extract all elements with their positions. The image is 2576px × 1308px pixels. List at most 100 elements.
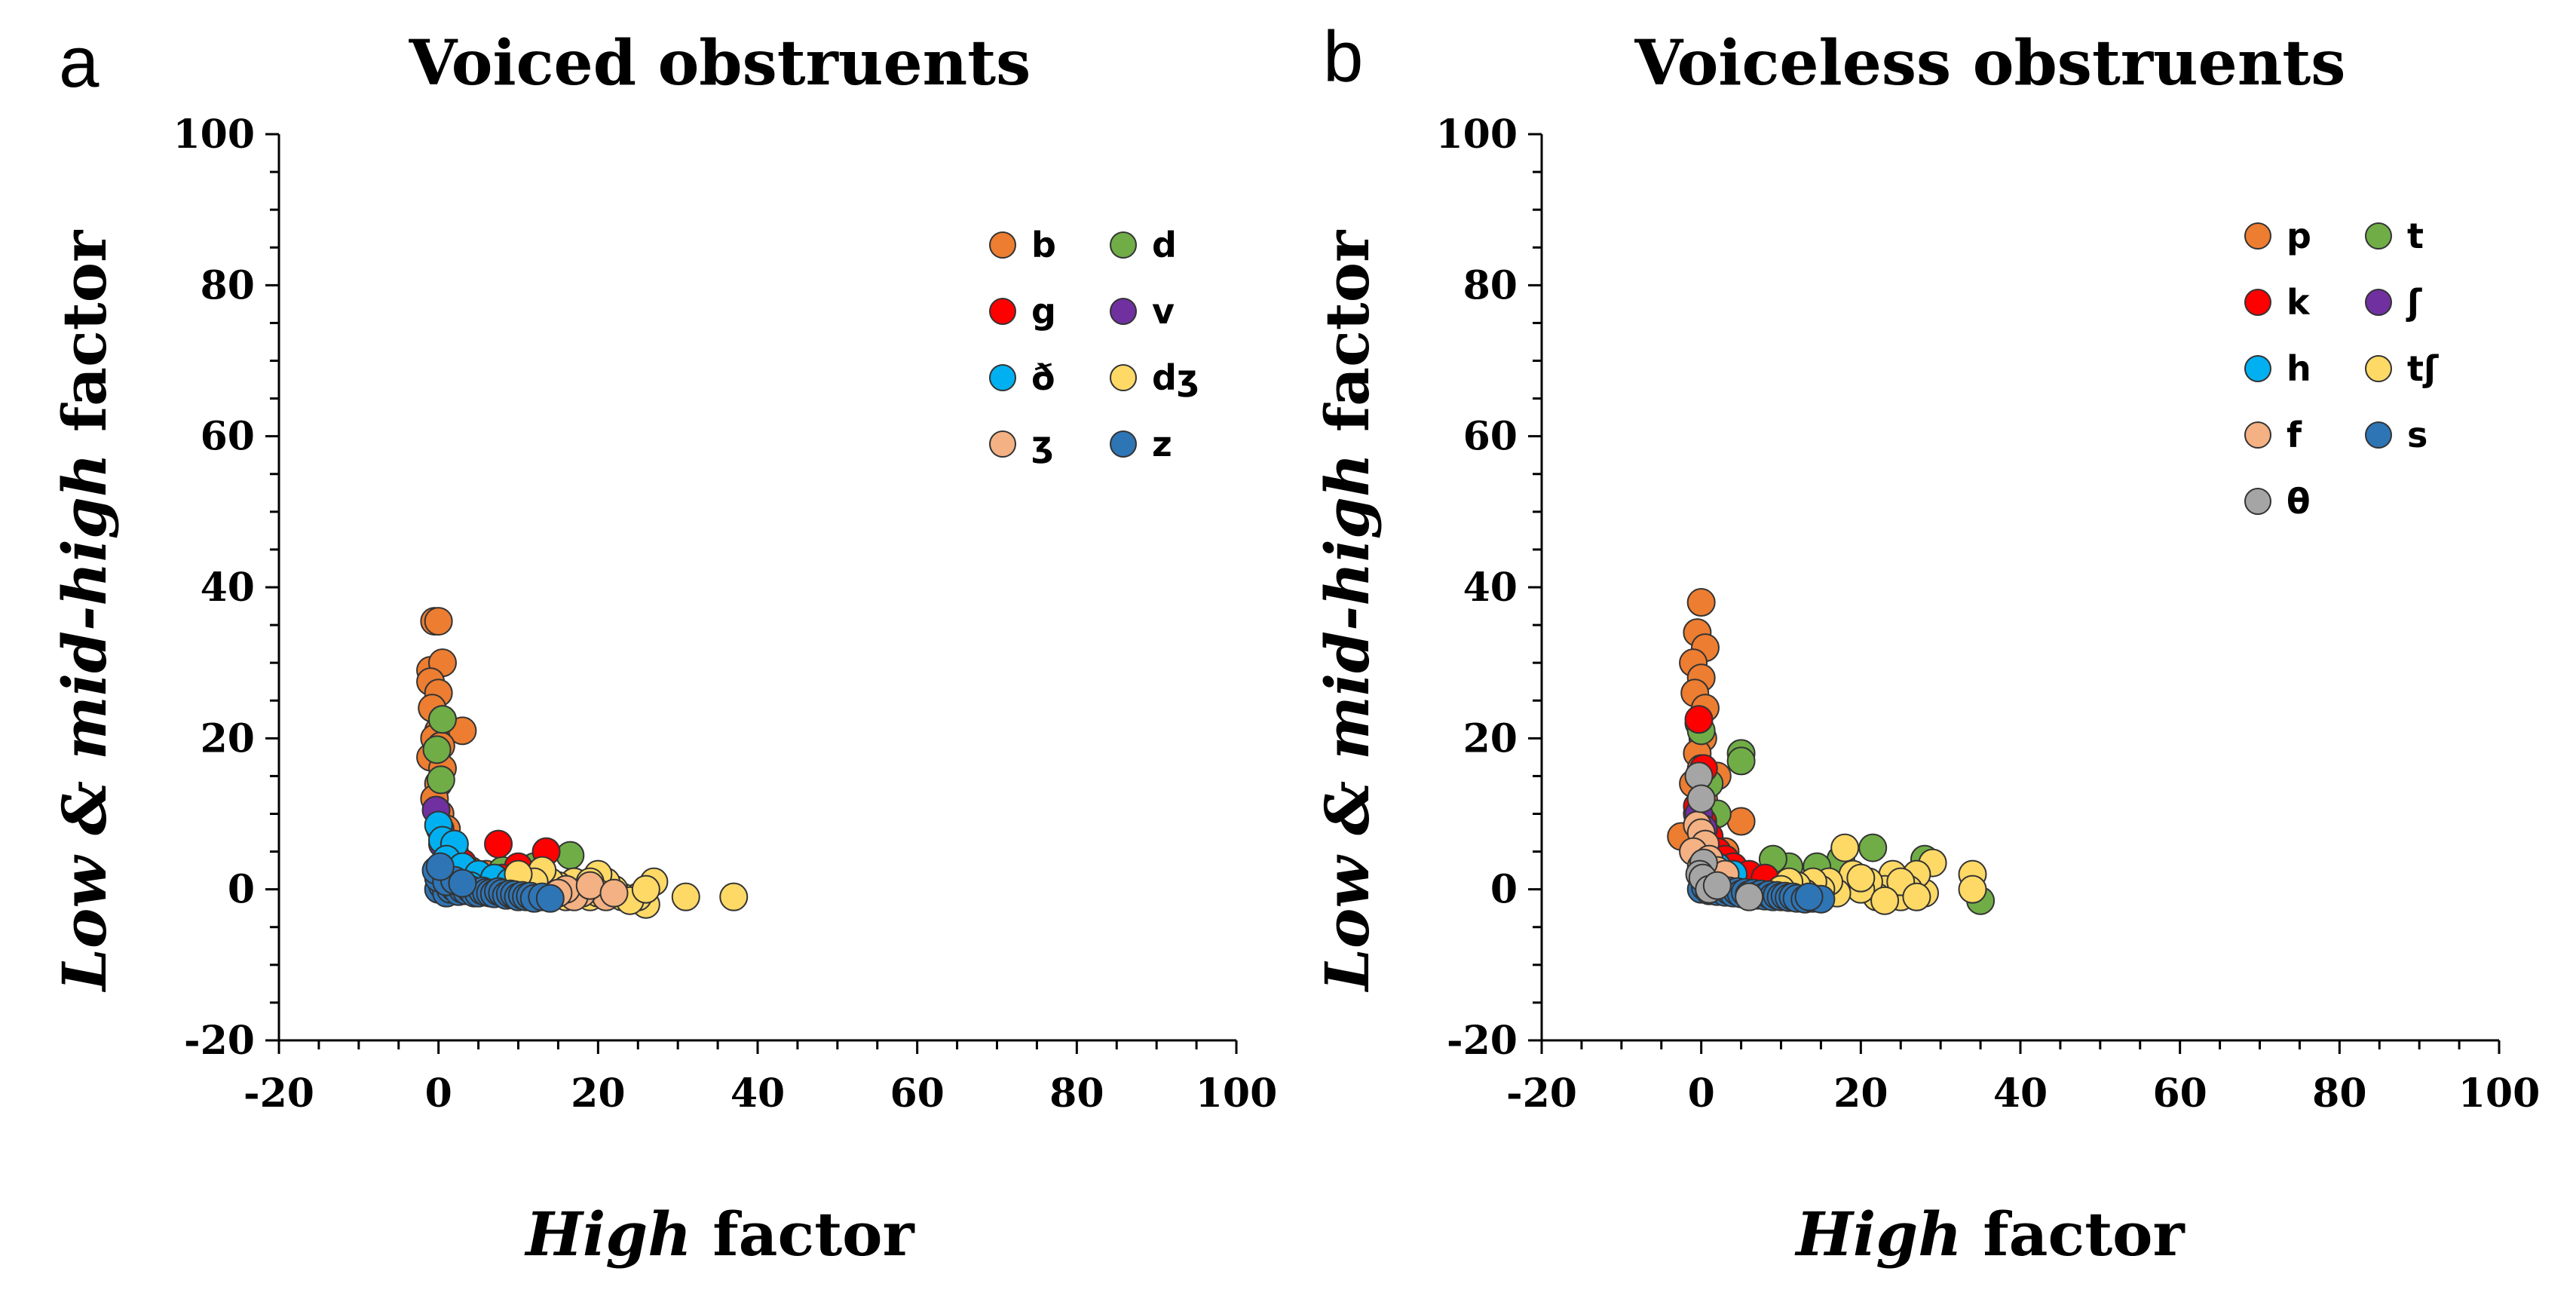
point-θ [1702, 871, 1732, 900]
x-tick-label: 80 [1049, 1071, 1104, 1117]
y-axis-title-rest: factor [1312, 230, 1383, 453]
x-tick-label: 20 [1833, 1071, 1888, 1117]
y-tick-label: 40 [1463, 565, 1518, 611]
legend-label: p [2287, 216, 2311, 256]
point-dʒ [631, 875, 660, 904]
y-tick-label: 80 [201, 262, 255, 308]
x-tick-label: 40 [731, 1071, 785, 1117]
point-θ [1735, 882, 1764, 911]
y-tick-label: 100 [173, 112, 255, 158]
point-s [1794, 882, 1824, 911]
legend-swatch-θ [2244, 488, 2271, 515]
x-axis-title-rest: factor [691, 1199, 914, 1270]
point-d [556, 841, 585, 870]
x-axis-title: High factor [1794, 1199, 2185, 1270]
legend-swatch-f [2244, 421, 2271, 449]
legend-label: d [1152, 225, 1177, 265]
point-z [425, 852, 455, 881]
point-b [424, 607, 453, 636]
y-tick-label: -20 [184, 1018, 255, 1064]
x-tick-label: -20 [244, 1071, 314, 1117]
y-tick-label: -20 [1447, 1018, 1518, 1064]
point-dʒ [671, 882, 700, 911]
x-axis-title-rest: factor [1962, 1199, 2185, 1270]
y-tick-label: 0 [1490, 867, 1518, 913]
point-tʃ [1870, 886, 1900, 915]
chart-title: Voiceless obstruents [1634, 27, 2346, 100]
panel-letter: b [1323, 17, 1363, 97]
point-tʃ [1846, 863, 1876, 893]
legend-swatch-p [2244, 222, 2271, 250]
x-tick-label: 80 [2312, 1071, 2366, 1117]
legend-label: dʒ [1152, 357, 1199, 398]
point-d [427, 705, 457, 734]
legend-label: tʃ [2407, 348, 2439, 389]
legend-swatch-h [2244, 355, 2271, 382]
point-tʃ [1902, 882, 1931, 911]
legend-swatch-tʃ [2365, 355, 2392, 382]
y-tick-label: 60 [1463, 414, 1518, 460]
y-tick-label: 20 [201, 715, 255, 761]
y-axis-title-italic: Low & mid-high [49, 453, 120, 992]
legend-swatch-d [1110, 231, 1137, 259]
point-t [1726, 746, 1756, 776]
point-tʃ [1958, 875, 1987, 904]
x-tick-label: -20 [1506, 1071, 1577, 1117]
x-tick-label: 20 [571, 1071, 625, 1117]
point-p [1686, 588, 1716, 617]
legend-swatch-s [2365, 421, 2392, 449]
x-tick-label: 0 [425, 1071, 452, 1117]
legend-label: h [2287, 348, 2311, 389]
chart-title: Voiced obstruents [409, 27, 1031, 100]
legend-swatch-ʃ [2365, 289, 2392, 316]
y-tick-label: 60 [201, 414, 255, 460]
point-θ [1686, 784, 1716, 813]
y-axis-title-italic: Low & mid-high [1312, 453, 1383, 992]
legend-label: z [1152, 424, 1172, 464]
legend-label: f [2287, 415, 2302, 455]
point-g [484, 829, 513, 859]
y-tick-label: 100 [1435, 112, 1518, 158]
point-z [535, 884, 565, 913]
x-tick-label: 100 [2458, 1071, 2541, 1117]
x-axis-title-italic: High [524, 1199, 691, 1270]
legend-label: t [2407, 216, 2424, 256]
axes: -20 0 20 40 60 80 100 -20 0 20 40 60 80 100 [1435, 112, 2540, 1117]
y-tick-label: 20 [1463, 715, 1518, 761]
y-axis-title-rest: factor [49, 230, 120, 453]
point-t [1858, 833, 1888, 862]
legend-label: ʒ [1031, 424, 1053, 464]
point-d [422, 735, 452, 764]
axes: -20 0 20 40 60 80 100 -20 0 20 40 60 80 100 [173, 112, 1277, 1117]
x-tick-label: 60 [2152, 1071, 2207, 1117]
point-ʒ [599, 878, 629, 908]
data-points [1667, 588, 1996, 915]
x-axis-title-italic: High [1794, 1199, 1962, 1270]
panel-letter: a [59, 22, 100, 103]
point-z [448, 868, 477, 898]
point-k [1684, 705, 1714, 734]
y-tick-label: 40 [201, 565, 255, 611]
x-tick-label: 100 [1196, 1071, 1278, 1117]
legend-swatch-v [1110, 298, 1137, 325]
legend-swatch-z [1110, 430, 1137, 458]
panel-voiceless-obstruents: b Voiceless obstruents -20 0 20 40 60 80 100 -2… [1312, 17, 2540, 1270]
legend-label: s [2407, 415, 2427, 455]
data-points [416, 607, 749, 919]
legend-label: θ [2287, 481, 2311, 522]
point-p [1726, 807, 1756, 836]
legend-label: b [1031, 225, 1056, 265]
legend-swatch-g [989, 298, 1016, 325]
x-tick-label: 60 [890, 1071, 944, 1117]
legend: b d g v ð dʒ ʒ z [989, 225, 1199, 464]
legend-label: v [1152, 291, 1175, 332]
legend-swatch-b [989, 231, 1016, 259]
legend: p t k ʃ h tʃ f s θ [2244, 216, 2439, 522]
legend-swatch-dʒ [1110, 364, 1137, 391]
y-axis-title: Low & mid-high factor [1312, 230, 1383, 992]
legend-label: ð [1031, 357, 1055, 398]
y-tick-label: 80 [1463, 262, 1518, 308]
panel-voiced-obstruents: a Voiced obstruents -20 0 20 40 60 80 100 -20 0 2… [49, 22, 1277, 1270]
point-dʒ [719, 882, 749, 911]
